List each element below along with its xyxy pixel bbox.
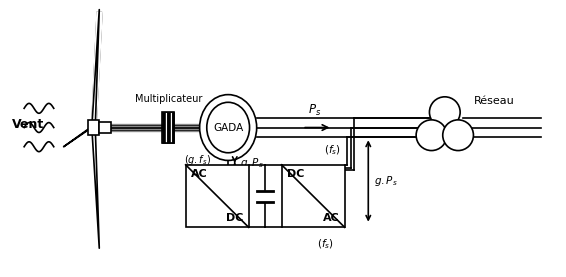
Bar bbox=[186, 165, 248, 227]
Text: $g.P_s$: $g.P_s$ bbox=[240, 156, 264, 170]
Text: Réseau: Réseau bbox=[474, 96, 514, 106]
Text: Vent: Vent bbox=[11, 118, 44, 131]
Text: AC: AC bbox=[191, 169, 208, 179]
Polygon shape bbox=[63, 126, 93, 147]
Text: GADA: GADA bbox=[213, 122, 243, 132]
Bar bbox=[172, 112, 174, 143]
Polygon shape bbox=[92, 12, 102, 127]
Circle shape bbox=[416, 120, 447, 151]
Bar bbox=[282, 165, 345, 227]
Bar bbox=[88, 120, 99, 135]
Text: $(f_s)$: $(f_s)$ bbox=[324, 144, 341, 157]
Bar bbox=[167, 112, 170, 143]
Bar bbox=[170, 112, 172, 143]
Polygon shape bbox=[92, 133, 99, 248]
Text: DC: DC bbox=[287, 169, 305, 179]
Circle shape bbox=[443, 120, 473, 151]
Text: AC: AC bbox=[323, 213, 339, 223]
Text: $(f_s)$: $(f_s)$ bbox=[318, 237, 335, 251]
Text: DC: DC bbox=[226, 213, 243, 223]
Text: $P_s$: $P_s$ bbox=[308, 102, 321, 117]
Text: $g.P_s$: $g.P_s$ bbox=[374, 174, 397, 188]
Bar bbox=[99, 122, 112, 133]
Bar bbox=[162, 112, 165, 143]
Ellipse shape bbox=[200, 95, 256, 160]
Circle shape bbox=[430, 97, 460, 127]
Bar bbox=[162, 112, 174, 143]
Polygon shape bbox=[92, 10, 99, 122]
Bar bbox=[165, 112, 167, 143]
Text: Multiplicateur: Multiplicateur bbox=[135, 94, 202, 104]
Polygon shape bbox=[92, 12, 102, 127]
Text: $(g.f_s)$: $(g.f_s)$ bbox=[185, 153, 212, 167]
